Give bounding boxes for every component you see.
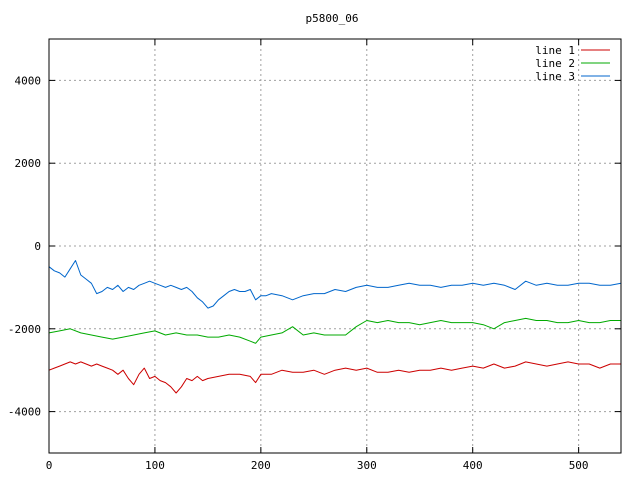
y-tick-label: 0 <box>34 240 41 253</box>
y-tick-label: 4000 <box>15 74 42 87</box>
legend-label: line 1 <box>535 44 575 57</box>
x-tick-label: 300 <box>357 459 377 472</box>
series-line-2 <box>48 317 621 344</box>
legend-label: line 2 <box>535 57 575 70</box>
x-tick-label: 400 <box>463 459 483 472</box>
y-tick-label: -4000 <box>8 406 41 419</box>
series-line-1 <box>48 361 621 394</box>
y-tick-label: -2000 <box>8 323 41 336</box>
y-tick-label: 2000 <box>15 157 42 170</box>
grid <box>48 39 621 453</box>
x-tick-label: 100 <box>145 459 165 472</box>
x-tick-label: 500 <box>569 459 589 472</box>
x-tick-label: 200 <box>251 459 271 472</box>
series-group <box>48 260 622 394</box>
chart-title: p5800_06 <box>306 12 359 25</box>
legend-label: line 3 <box>535 70 575 83</box>
series-line-3 <box>48 260 622 309</box>
x-tick-label: 0 <box>46 459 53 472</box>
axis-ticks: 0 100 200 300 400 500 -4000 -2000 0 2000 4000 <box>8 39 621 472</box>
